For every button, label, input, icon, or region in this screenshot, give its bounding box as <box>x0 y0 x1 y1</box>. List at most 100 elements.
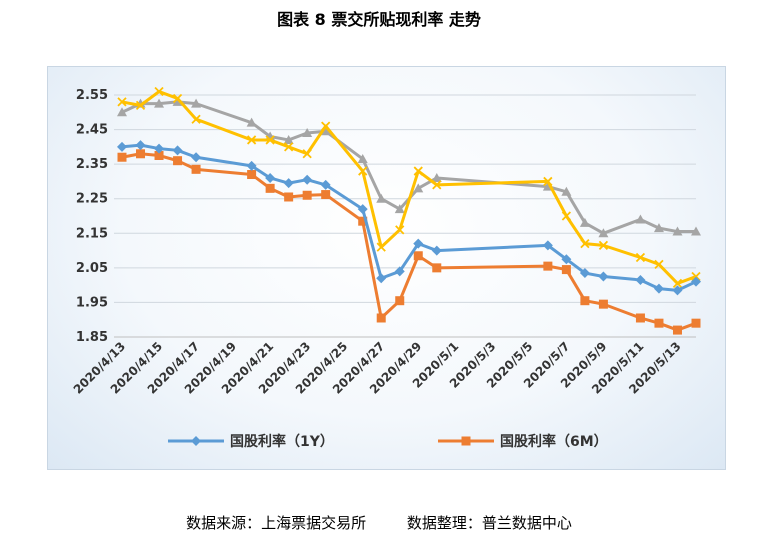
data-point <box>283 178 294 189</box>
data-point <box>358 216 368 226</box>
series-line <box>121 90 697 285</box>
series-line <box>121 100 696 235</box>
chart-panel: 1.85 1.95 2.05 2.15 2.25 2.35 2.45 2.55 2020/4/… <box>47 66 726 470</box>
data-point <box>376 313 386 323</box>
y-tick-label: 2.15 <box>76 226 108 241</box>
data-point <box>117 141 127 152</box>
data-point <box>135 140 146 151</box>
data-point <box>172 93 183 104</box>
data-point <box>580 239 590 249</box>
data-source: 数据来源：上海票据交易所 <box>186 514 367 532</box>
data-point <box>691 271 701 282</box>
y-tick-label: 1.95 <box>76 295 108 310</box>
data-point <box>247 170 257 180</box>
data-point <box>561 211 572 221</box>
data-point <box>320 126 331 136</box>
data-compiler: 数据整理：普兰数据中心 <box>406 514 572 532</box>
data-point <box>691 226 701 236</box>
data-point <box>302 149 312 159</box>
legend-marker <box>461 436 471 446</box>
data-point <box>579 268 590 279</box>
data-point <box>394 266 405 277</box>
data-point <box>672 278 683 289</box>
line-chart: 1.85 1.95 2.05 2.15 2.25 2.35 2.45 2.55 2020/4/… <box>71 87 701 450</box>
legend: 国股利率（1Y） 国股利率（6M） <box>168 433 608 450</box>
y-axis: 1.85 1.95 2.05 2.15 2.25 2.35 2.45 2.55 <box>76 88 108 345</box>
data-point <box>431 245 442 256</box>
data-point <box>598 240 609 251</box>
y-tick-label: 2.45 <box>76 123 108 138</box>
chart-title: 图表 8 票交所贴现利率 走势 <box>277 10 481 29</box>
data-point <box>543 261 553 271</box>
data-point <box>376 242 386 252</box>
legend-marker <box>191 436 201 446</box>
legend-label: 国股利率（6M） <box>500 433 608 450</box>
series-1 <box>117 149 701 335</box>
data-point <box>357 204 368 215</box>
x-axis: 2020/4/132020/4/152020/4/172020/4/192020… <box>71 336 696 397</box>
data-point <box>413 238 424 249</box>
data-point <box>302 190 312 200</box>
data-point <box>598 271 609 282</box>
data-point <box>672 226 683 236</box>
data-point <box>265 135 275 145</box>
data-point <box>635 274 646 285</box>
data-point <box>561 186 572 196</box>
y-tick-label: 2.55 <box>76 88 108 103</box>
legend-item: 国股利率（6M） <box>438 433 608 450</box>
data-point <box>321 121 331 131</box>
source-line: 数据来源：上海票据交易所 数据整理：普兰数据中心 <box>0 512 758 533</box>
data-point <box>302 174 313 185</box>
data-point <box>376 193 387 203</box>
data-point <box>191 152 202 163</box>
series-2 <box>117 96 701 238</box>
gridlines <box>114 94 696 338</box>
data-point <box>358 166 368 176</box>
data-point <box>579 217 590 227</box>
data-point <box>283 134 294 144</box>
data-point <box>154 151 164 160</box>
series-layer <box>117 87 701 335</box>
y-tick-label: 2.25 <box>76 192 108 207</box>
data-point <box>561 265 571 275</box>
data-point <box>413 183 424 193</box>
data-point <box>246 117 257 127</box>
data-point <box>172 96 183 106</box>
data-point <box>284 142 294 152</box>
data-point <box>191 114 201 124</box>
data-point <box>117 97 127 107</box>
data-point <box>246 135 257 145</box>
data-point <box>173 156 183 166</box>
data-point <box>691 276 701 287</box>
data-point <box>284 192 294 202</box>
data-point <box>154 98 165 108</box>
data-point <box>395 296 405 306</box>
data-point <box>172 145 183 156</box>
y-tick-label: 2.35 <box>76 157 108 172</box>
y-tick-label: 2.05 <box>76 261 108 276</box>
legend-item: 国股利率（1Y） <box>168 433 334 450</box>
series-0 <box>117 140 701 296</box>
data-point <box>413 166 423 176</box>
data-point <box>136 149 146 159</box>
data-point <box>654 259 664 270</box>
data-point <box>543 176 553 187</box>
legend-label: 国股利率（1Y） <box>230 433 334 450</box>
data-point <box>320 179 331 190</box>
data-point <box>117 107 127 117</box>
data-point <box>691 318 701 328</box>
data-point <box>357 153 368 163</box>
data-point <box>302 128 313 138</box>
data-point <box>246 160 257 171</box>
data-point <box>672 285 683 296</box>
series-line <box>121 143 697 292</box>
data-point <box>395 225 405 235</box>
data-point <box>580 296 590 306</box>
data-point <box>653 223 664 233</box>
data-point <box>376 273 387 284</box>
data-point <box>431 172 442 182</box>
data-point <box>191 98 202 108</box>
data-point <box>265 183 275 193</box>
data-point <box>653 283 664 294</box>
data-point <box>265 172 276 183</box>
